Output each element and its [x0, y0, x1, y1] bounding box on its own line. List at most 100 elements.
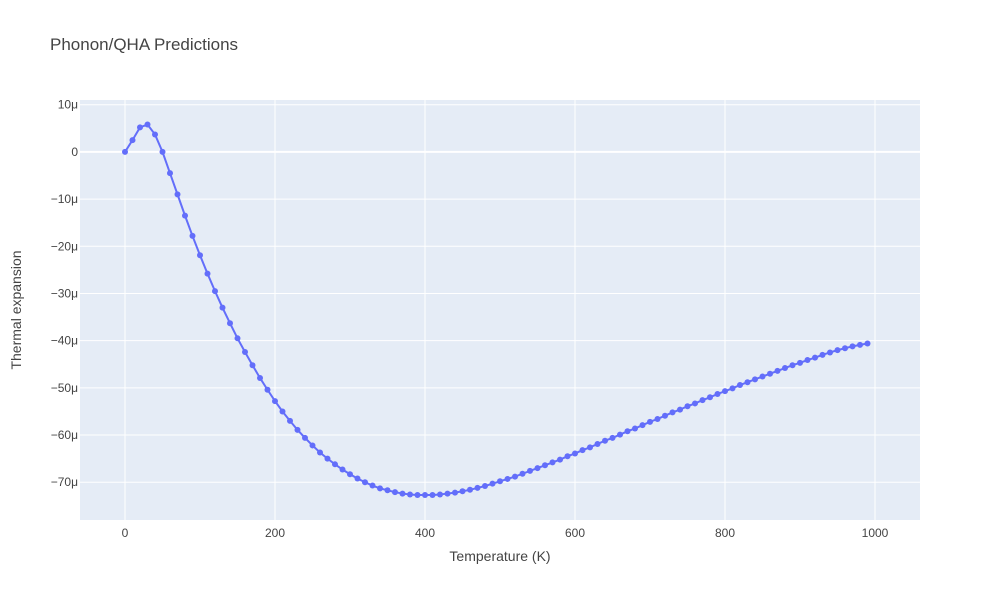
- x-tick-label: 200: [265, 526, 285, 540]
- data-point: [444, 490, 451, 497]
- data-point: [317, 449, 323, 456]
- data-point: [572, 450, 578, 457]
- data-point: [362, 479, 368, 486]
- data-point: [857, 341, 863, 348]
- data-point: [827, 349, 833, 356]
- y-tick-label: −60μ: [51, 428, 78, 442]
- x-tick-labels: 0 200 400 600 800 1000: [122, 526, 889, 540]
- data-point: [767, 370, 773, 377]
- data-point: [429, 491, 436, 498]
- data-point: [632, 425, 638, 432]
- data-point: [489, 480, 496, 487]
- data-point: [692, 400, 698, 407]
- y-tick-label: −10μ: [51, 192, 78, 206]
- data-point: [789, 362, 796, 369]
- data-point: [519, 470, 526, 477]
- data-point: [579, 447, 586, 454]
- data-point: [504, 475, 511, 482]
- data-point: [339, 466, 346, 473]
- y-tick-labels: 10μ 0 −10μ −20μ −30μ −40μ −50μ −60μ −70μ: [51, 98, 79, 490]
- data-point: [677, 406, 683, 413]
- y-tick-label: 0: [71, 145, 78, 159]
- data-point: [212, 288, 218, 295]
- x-tick-label: 800: [715, 526, 735, 540]
- data-point: [384, 487, 391, 494]
- plot-area: [80, 100, 920, 520]
- data-point: [594, 441, 601, 448]
- data-point: [249, 362, 256, 369]
- data-point: [564, 453, 571, 460]
- data-point: [834, 347, 841, 354]
- data-point: [189, 232, 196, 239]
- data-point: [377, 485, 383, 492]
- data-point: [122, 148, 128, 155]
- data-point: [474, 484, 481, 491]
- data-point: [437, 491, 443, 498]
- data-point: [332, 461, 338, 468]
- y-tick-label: −30μ: [51, 286, 78, 300]
- x-tick-label: 600: [565, 526, 585, 540]
- chart-title: Phonon/QHA Predictions: [50, 35, 238, 54]
- data-point: [759, 373, 766, 380]
- data-point: [302, 434, 308, 441]
- data-point: [287, 417, 293, 424]
- data-point: [647, 418, 653, 425]
- data-point: [234, 335, 241, 342]
- data-point: [152, 131, 158, 138]
- data-point: [639, 422, 646, 429]
- data-point: [167, 170, 173, 177]
- data-point: [227, 320, 233, 327]
- data-point: [542, 462, 548, 469]
- data-point: [197, 252, 203, 259]
- data-point: [527, 467, 533, 474]
- data-point: [512, 473, 518, 480]
- data-point: [347, 471, 353, 478]
- data-point: [624, 428, 631, 435]
- y-tick-label: −70μ: [51, 475, 78, 489]
- data-point: [804, 357, 811, 364]
- data-point: [714, 391, 721, 397]
- data-point: [609, 434, 616, 441]
- data-point: [662, 412, 668, 419]
- data-point: [182, 212, 188, 219]
- data-point: [797, 359, 803, 366]
- data-point: [819, 351, 826, 358]
- data-point: [752, 376, 758, 383]
- data-point: [864, 340, 871, 347]
- data-point: [722, 388, 728, 395]
- data-point: [842, 345, 848, 352]
- data-point: [174, 191, 181, 198]
- x-tick-label: 0: [122, 526, 129, 540]
- data-point: [737, 382, 743, 389]
- data-point: [459, 488, 466, 495]
- series-line: [124, 123, 868, 496]
- data-point: [482, 483, 488, 490]
- data-point: [414, 491, 421, 498]
- data-point: [242, 349, 248, 355]
- data-point: [467, 486, 473, 493]
- data-point: [654, 416, 661, 423]
- data-point: [324, 455, 331, 462]
- series-points: [122, 121, 871, 498]
- data-point: [452, 489, 458, 496]
- data-point: [669, 409, 676, 416]
- data-point: [354, 475, 361, 482]
- data-point: [422, 491, 428, 498]
- y-tick-label: −50μ: [51, 381, 78, 395]
- x-tick-label: 1000: [862, 526, 889, 540]
- data-point: [144, 121, 151, 128]
- data-point: [849, 343, 856, 350]
- data-point: [707, 394, 713, 401]
- data-point: [279, 408, 286, 415]
- x-gridlines: [124, 100, 876, 520]
- data-point: [129, 137, 136, 144]
- data-point: [617, 431, 623, 438]
- data-point: [257, 374, 263, 381]
- data-point: [497, 478, 503, 485]
- data-point: [782, 365, 788, 372]
- data-point: [309, 442, 316, 449]
- data-point: [812, 354, 818, 361]
- data-point: [407, 491, 413, 498]
- data-point: [272, 398, 278, 405]
